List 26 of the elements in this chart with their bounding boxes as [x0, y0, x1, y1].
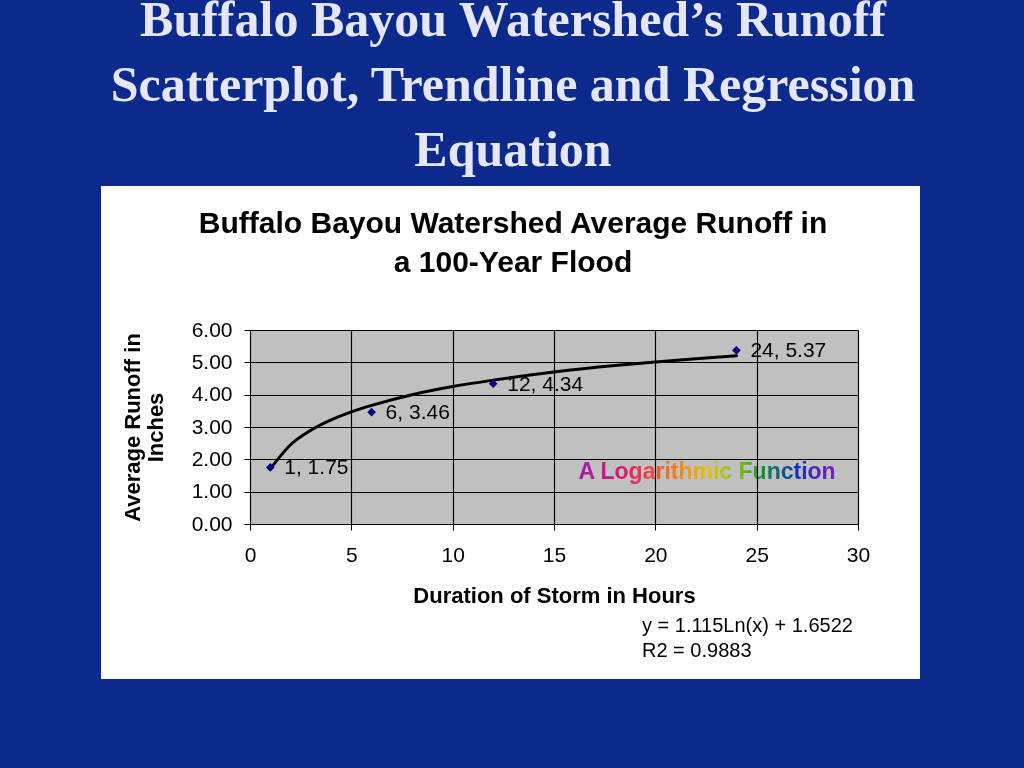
- x-tick-label: 20: [644, 542, 668, 566]
- x-tick-label: 25: [745, 542, 769, 566]
- y-tick-label: 2.00: [191, 446, 233, 470]
- y-tick-label: 0.00: [191, 511, 233, 535]
- data-label: 6, 3.46: [385, 400, 450, 424]
- point: [732, 346, 741, 355]
- text: y = 1.115Ln(x) + 1.6522: [642, 614, 853, 636]
- y-tick-label: 6.00: [191, 317, 233, 341]
- point: [265, 463, 275, 472]
- x-tick-label: 15: [542, 542, 567, 566]
- x-tick-label: 0: [244, 542, 257, 566]
- y-tick-label: 5.00: [191, 349, 233, 373]
- data-label: 1, 1.75: [284, 455, 349, 479]
- y-tick-label: 4.00: [191, 382, 233, 406]
- chart-subtitle: Buffalo Bayou Watershed Average Runoff in a 100-Year Flood: [198, 206, 828, 278]
- y-axis-title: Average Runoff in Inches: [119, 333, 168, 522]
- text: R2 = 0.9883: [642, 639, 752, 661]
- y-tick-label: 1.00: [191, 479, 233, 503]
- x-tick-label: 5: [345, 542, 358, 566]
- x-tick-label: 30: [846, 542, 871, 566]
- point: [367, 407, 376, 417]
- x-axis-title: Duration of Storm in Hours: [413, 582, 696, 608]
- y-tick-label: 3.00: [191, 414, 233, 438]
- point: [488, 379, 498, 388]
- chart-title: Buffalo Bayou Watershed’s Runoff Scatterplot, Trendline and Regression Equation: [110, 0, 916, 177]
- x-tick-label: 10: [441, 542, 465, 566]
